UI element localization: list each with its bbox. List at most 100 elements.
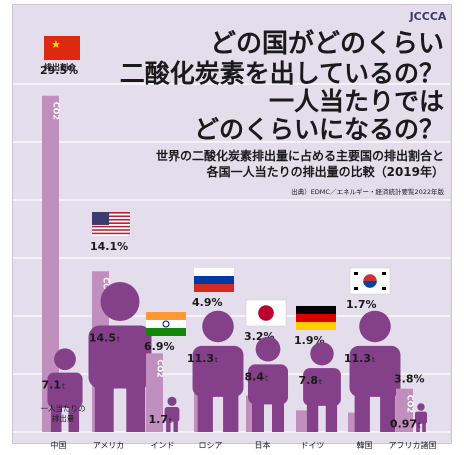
china-flag-icon: ★ bbox=[44, 36, 80, 60]
share-label: 29.5% bbox=[40, 64, 78, 77]
person-leg bbox=[166, 419, 171, 432]
per-capita-label: 11.3 t bbox=[187, 352, 218, 365]
per-capita-label: 14.5 t bbox=[89, 332, 120, 345]
co2-label: CO2 bbox=[52, 102, 61, 120]
per-capita-label: 11.3 t bbox=[344, 352, 375, 365]
person-leg bbox=[272, 402, 285, 432]
person-body bbox=[88, 325, 152, 389]
per-capita-legend-label: 排出量 bbox=[52, 413, 75, 423]
title-line: 一人当たりでは bbox=[269, 87, 444, 116]
flag-stripe bbox=[92, 232, 130, 235]
russia-flag-icon bbox=[194, 268, 234, 292]
category-label: ロシア bbox=[199, 441, 223, 450]
person-body bbox=[192, 345, 244, 397]
category-label: 韓国 bbox=[357, 440, 373, 450]
person-leg bbox=[251, 402, 264, 432]
logo: JCCCA bbox=[409, 10, 447, 23]
person-body bbox=[47, 372, 83, 408]
flag-stripe bbox=[92, 225, 130, 228]
flag-stripe bbox=[92, 220, 130, 223]
category-label: インド bbox=[151, 441, 175, 450]
flag-sun bbox=[258, 305, 274, 321]
person-icon bbox=[414, 403, 428, 432]
flag-band bbox=[296, 306, 336, 314]
flag-stripe bbox=[92, 224, 130, 226]
person-leg bbox=[197, 394, 213, 432]
japan-flag-icon bbox=[245, 299, 287, 327]
co2-label: CO2 bbox=[156, 359, 165, 377]
person-body bbox=[164, 406, 180, 422]
person-body bbox=[303, 368, 341, 406]
flag-trigram bbox=[354, 272, 358, 275]
co2-label: CO2 bbox=[406, 395, 415, 413]
flag-band bbox=[146, 328, 186, 336]
flag-stripe bbox=[92, 213, 130, 216]
flag-band bbox=[194, 276, 234, 284]
share-label: 3.8% bbox=[394, 373, 425, 386]
person-icon bbox=[164, 396, 180, 432]
co2-label: CO2 bbox=[102, 277, 111, 295]
per-capita-value: 14.5 bbox=[89, 332, 116, 345]
flag-stripe bbox=[92, 227, 130, 230]
flag-band bbox=[194, 268, 234, 276]
per-capita-unit: t bbox=[418, 422, 421, 430]
category-label: アフリカ諸国 bbox=[389, 440, 437, 450]
flag-stripe bbox=[92, 234, 130, 236]
flag-field bbox=[44, 36, 80, 60]
person-leg bbox=[306, 403, 319, 432]
share-bar bbox=[396, 388, 413, 432]
person-head bbox=[359, 310, 391, 343]
per-capita-unit: t bbox=[117, 336, 120, 344]
person-icon bbox=[47, 348, 83, 432]
person-leg bbox=[50, 405, 62, 432]
per-capita-unit: t bbox=[265, 374, 268, 382]
person-leg bbox=[354, 394, 370, 432]
person-leg bbox=[416, 421, 420, 432]
person-leg bbox=[94, 386, 114, 432]
subtitle-line: 世界の二酸化炭素排出量に占める主要国の排出割合と bbox=[156, 148, 444, 163]
germany-flag-icon bbox=[296, 306, 336, 330]
share-label: 1.7% bbox=[346, 298, 377, 311]
person-leg bbox=[223, 394, 239, 432]
india-flag-icon bbox=[146, 312, 186, 336]
flag-stripe bbox=[92, 230, 130, 233]
title-line: どの国がどのくらい bbox=[210, 28, 444, 59]
per-capita-value: 0.97 bbox=[390, 418, 417, 431]
flag-stripe bbox=[92, 218, 130, 221]
person-head bbox=[202, 310, 234, 343]
flag-band bbox=[296, 314, 336, 322]
per-capita-label: 8.4 t bbox=[245, 370, 269, 383]
per-capita-unit: t bbox=[62, 383, 65, 391]
flag-stripe bbox=[92, 217, 130, 219]
flag-band bbox=[146, 312, 186, 320]
person-icon bbox=[303, 342, 341, 432]
person-icon bbox=[88, 282, 152, 432]
person-icon bbox=[192, 310, 244, 432]
flag-taeguk-blue bbox=[363, 281, 377, 288]
per-capita-label: 7.8 t bbox=[299, 374, 323, 387]
per-capita-value: 8.4 bbox=[245, 370, 265, 383]
category-label: 中国 bbox=[51, 440, 67, 450]
share-bar bbox=[42, 95, 59, 432]
per-capita-value: 11.3 bbox=[187, 352, 214, 365]
source-note: 出典）EDMC／エネルギー・経済統計要覧2022年版 bbox=[291, 187, 444, 196]
flag-trigram bbox=[382, 287, 386, 290]
usa-flag-icon bbox=[92, 212, 130, 236]
person-body bbox=[349, 345, 401, 397]
person-leg bbox=[380, 394, 396, 432]
person-body bbox=[414, 411, 428, 424]
person-leg bbox=[173, 419, 178, 432]
per-capita-unit: t bbox=[169, 417, 172, 425]
person-head bbox=[167, 396, 177, 406]
title-line: 二酸化炭素を出しているの？ bbox=[120, 59, 444, 88]
per-capita-unit: t bbox=[215, 356, 218, 364]
flag-canton bbox=[92, 212, 110, 225]
category-label: ドイツ bbox=[301, 441, 325, 450]
share-label: 6.9% bbox=[144, 340, 175, 353]
per-capita-unit: t bbox=[372, 356, 375, 364]
person-head bbox=[255, 336, 281, 362]
flag-star: ★ bbox=[51, 38, 61, 51]
share-label: 14.1% bbox=[90, 240, 128, 253]
